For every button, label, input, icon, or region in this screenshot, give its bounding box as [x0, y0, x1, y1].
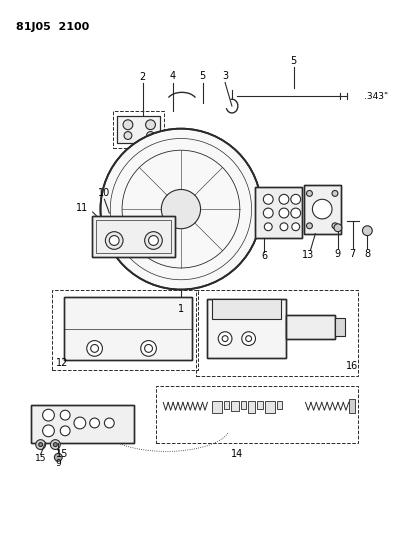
Text: 14: 14 [231, 449, 243, 459]
Circle shape [362, 226, 372, 236]
Bar [265, 401, 275, 413]
Circle shape [291, 195, 301, 204]
Bar [286, 315, 335, 338]
Circle shape [54, 442, 57, 447]
Circle shape [87, 341, 102, 356]
Bar [248, 401, 255, 413]
Circle shape [242, 332, 255, 345]
Text: 9: 9 [56, 459, 61, 468]
Circle shape [218, 332, 232, 345]
Text: 5: 5 [199, 71, 206, 80]
Bar [335, 318, 345, 336]
Bar [303, 184, 341, 233]
Text: 12: 12 [56, 358, 69, 368]
Bar [231, 401, 239, 411]
Text: 5: 5 [291, 56, 297, 66]
Bar [31, 405, 134, 442]
Circle shape [124, 132, 132, 140]
Circle shape [39, 442, 43, 447]
Circle shape [100, 128, 261, 289]
Bar [277, 401, 282, 409]
Circle shape [74, 417, 86, 429]
Circle shape [312, 199, 332, 219]
Bar [212, 401, 222, 413]
Text: 6: 6 [261, 251, 268, 261]
Circle shape [60, 426, 70, 436]
Bar [52, 289, 198, 370]
Bar [92, 216, 175, 257]
Circle shape [109, 236, 119, 245]
Circle shape [54, 454, 62, 461]
Circle shape [36, 440, 46, 449]
Text: 81J05  2100: 81J05 2100 [16, 22, 89, 31]
Circle shape [141, 341, 156, 356]
Bar [113, 111, 164, 148]
Bar [255, 187, 302, 238]
Circle shape [332, 223, 338, 229]
Text: 9: 9 [335, 249, 341, 259]
Bar [303, 184, 341, 233]
Text: 4: 4 [170, 71, 176, 80]
Circle shape [263, 208, 273, 218]
Circle shape [291, 208, 301, 218]
Circle shape [279, 195, 289, 204]
Text: 11: 11 [76, 203, 88, 213]
Text: 15: 15 [35, 454, 46, 463]
Circle shape [264, 223, 272, 231]
Bar [117, 116, 160, 143]
Bar [64, 297, 192, 360]
Circle shape [280, 223, 288, 231]
Bar [92, 216, 175, 257]
Bar [31, 405, 134, 442]
Circle shape [161, 190, 201, 229]
Circle shape [307, 223, 312, 229]
Bar [349, 399, 355, 413]
Circle shape [43, 409, 54, 421]
Text: 8: 8 [364, 249, 370, 259]
Circle shape [334, 224, 342, 232]
Circle shape [307, 190, 312, 196]
Text: .343": .343" [364, 92, 388, 101]
Circle shape [123, 120, 133, 130]
Text: 16: 16 [346, 361, 358, 371]
Text: 1: 1 [178, 304, 184, 314]
Circle shape [50, 440, 60, 449]
Text: 15: 15 [56, 449, 69, 459]
Circle shape [105, 232, 123, 249]
Bar [255, 187, 302, 238]
Circle shape [263, 195, 273, 204]
Text: 2: 2 [139, 71, 146, 82]
Text: 7: 7 [349, 249, 356, 259]
Bar [212, 300, 281, 319]
Circle shape [90, 418, 100, 428]
Circle shape [60, 410, 70, 420]
Bar [257, 401, 263, 409]
Bar [64, 297, 192, 360]
Bar [117, 116, 160, 143]
Circle shape [292, 223, 300, 231]
Bar [96, 220, 171, 253]
Circle shape [147, 132, 154, 140]
Bar [207, 300, 286, 358]
Circle shape [146, 120, 155, 130]
Bar [196, 289, 357, 376]
Circle shape [43, 425, 54, 437]
Bar [156, 386, 357, 442]
Bar [207, 300, 286, 358]
Bar [224, 401, 229, 409]
Circle shape [332, 190, 338, 196]
Circle shape [145, 232, 162, 249]
Circle shape [279, 208, 289, 218]
Text: 3: 3 [222, 71, 228, 80]
Circle shape [149, 236, 158, 245]
Bar [241, 401, 246, 409]
Bar [286, 315, 335, 338]
Text: 13: 13 [302, 250, 314, 260]
Text: 10: 10 [98, 188, 111, 198]
Circle shape [104, 418, 114, 428]
